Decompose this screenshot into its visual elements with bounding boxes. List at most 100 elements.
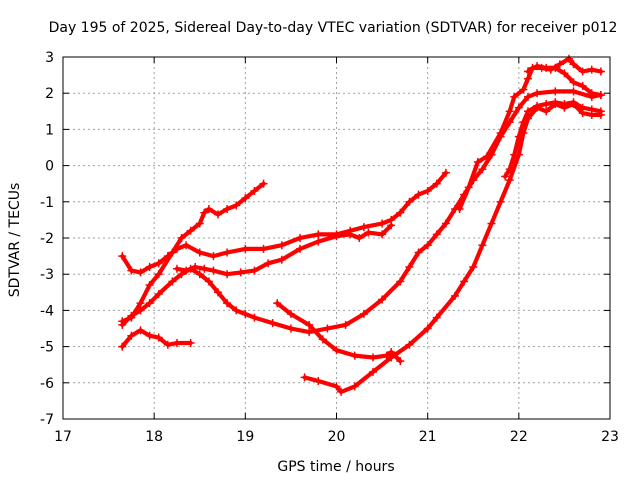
plus-marker (396, 208, 405, 217)
plus-marker (596, 107, 605, 116)
y-tick-label: 2 (45, 86, 54, 102)
plus-marker (387, 353, 396, 362)
plus-marker (259, 244, 268, 253)
plus-marker (378, 230, 387, 239)
plus-marker (423, 186, 432, 195)
plus-marker (186, 226, 195, 235)
plus-marker (332, 382, 341, 391)
x-tick-label: 17 (54, 429, 72, 445)
plus-marker (264, 259, 273, 268)
plus-marker (523, 67, 532, 76)
plus-marker (542, 107, 551, 116)
plus-marker (182, 266, 191, 275)
plus-marker (213, 288, 222, 297)
plus-marker (405, 262, 414, 271)
plus-marker (346, 230, 355, 239)
plus-marker (154, 290, 163, 299)
x-tick-label: 20 (328, 429, 346, 445)
plus-marker (378, 219, 387, 228)
plus-marker (455, 205, 464, 214)
series-line (302, 102, 603, 394)
plus-marker (305, 320, 314, 329)
plus-marker (432, 179, 441, 188)
plus-marker (241, 244, 250, 253)
plus-marker (250, 266, 259, 275)
x-axis-title: GPS time / hours (277, 459, 394, 475)
plus-marker (405, 340, 414, 349)
plus-marker (451, 291, 460, 300)
plus-marker (587, 65, 596, 74)
plus-marker (555, 60, 564, 69)
plus-marker (232, 201, 241, 210)
y-tick-label: 0 (45, 159, 54, 175)
y-tick-label: -1 (40, 195, 54, 211)
plus-marker (569, 98, 578, 107)
plus-marker (223, 270, 232, 279)
plus-marker (382, 351, 391, 360)
series-line (174, 223, 394, 277)
plus-marker (232, 306, 241, 315)
plus-marker (250, 186, 259, 195)
plus-marker (127, 331, 136, 340)
plus-marker (505, 165, 514, 174)
plus-marker (578, 81, 587, 90)
plus-marker (359, 310, 368, 319)
plus-marker (136, 268, 145, 277)
plus-marker (496, 197, 505, 206)
plus-marker (514, 132, 523, 141)
plus-marker (551, 87, 560, 96)
series-trace-3 (118, 87, 605, 337)
plus-marker (277, 255, 286, 264)
plus-marker (478, 165, 487, 174)
plus-marker (396, 357, 405, 366)
y-tick-label: -2 (40, 231, 54, 247)
plus-marker (441, 219, 450, 228)
plus-marker (560, 69, 569, 78)
series-line (120, 181, 266, 324)
plus-marker (172, 338, 181, 347)
plus-marker (182, 241, 191, 250)
plus-marker (136, 326, 145, 335)
plus-marker (145, 331, 154, 340)
plus-marker (505, 107, 514, 116)
plus-marker (241, 310, 250, 319)
series-layer (118, 54, 605, 396)
plus-marker (359, 223, 368, 232)
plus-marker (469, 262, 478, 271)
plus-marker (350, 382, 359, 391)
plus-marker (136, 306, 145, 315)
plus-marker (523, 74, 532, 83)
plus-marker (460, 277, 469, 286)
grid (63, 57, 610, 419)
plus-marker (223, 248, 232, 257)
plus-marker (519, 118, 528, 127)
plus-marker (423, 241, 432, 250)
plus-marker (423, 324, 432, 333)
plus-marker (154, 259, 163, 268)
chart-title: Day 195 of 2025, Sidereal Day-to-day VTE… (49, 20, 618, 36)
plus-marker (414, 190, 423, 199)
plus-marker (396, 277, 405, 286)
plus-marker (523, 92, 532, 101)
series-trace-6 (273, 299, 405, 366)
plus-marker (127, 311, 136, 320)
plus-marker (195, 270, 204, 279)
x-tick-label: 19 (236, 429, 254, 445)
series-trace-9 (501, 98, 605, 181)
plus-marker (341, 320, 350, 329)
plus-marker (145, 262, 154, 271)
plus-marker (305, 328, 314, 337)
plus-marker (314, 376, 323, 385)
plus-marker (118, 320, 127, 329)
series-line (120, 328, 193, 349)
plus-marker (487, 219, 496, 228)
plus-marker (569, 78, 578, 87)
plus-marker (154, 333, 163, 342)
plus-marker (464, 183, 473, 192)
y-tick-label: -3 (40, 267, 54, 283)
plus-marker (578, 103, 587, 112)
plus-marker (154, 270, 163, 279)
plus-marker (314, 237, 323, 246)
